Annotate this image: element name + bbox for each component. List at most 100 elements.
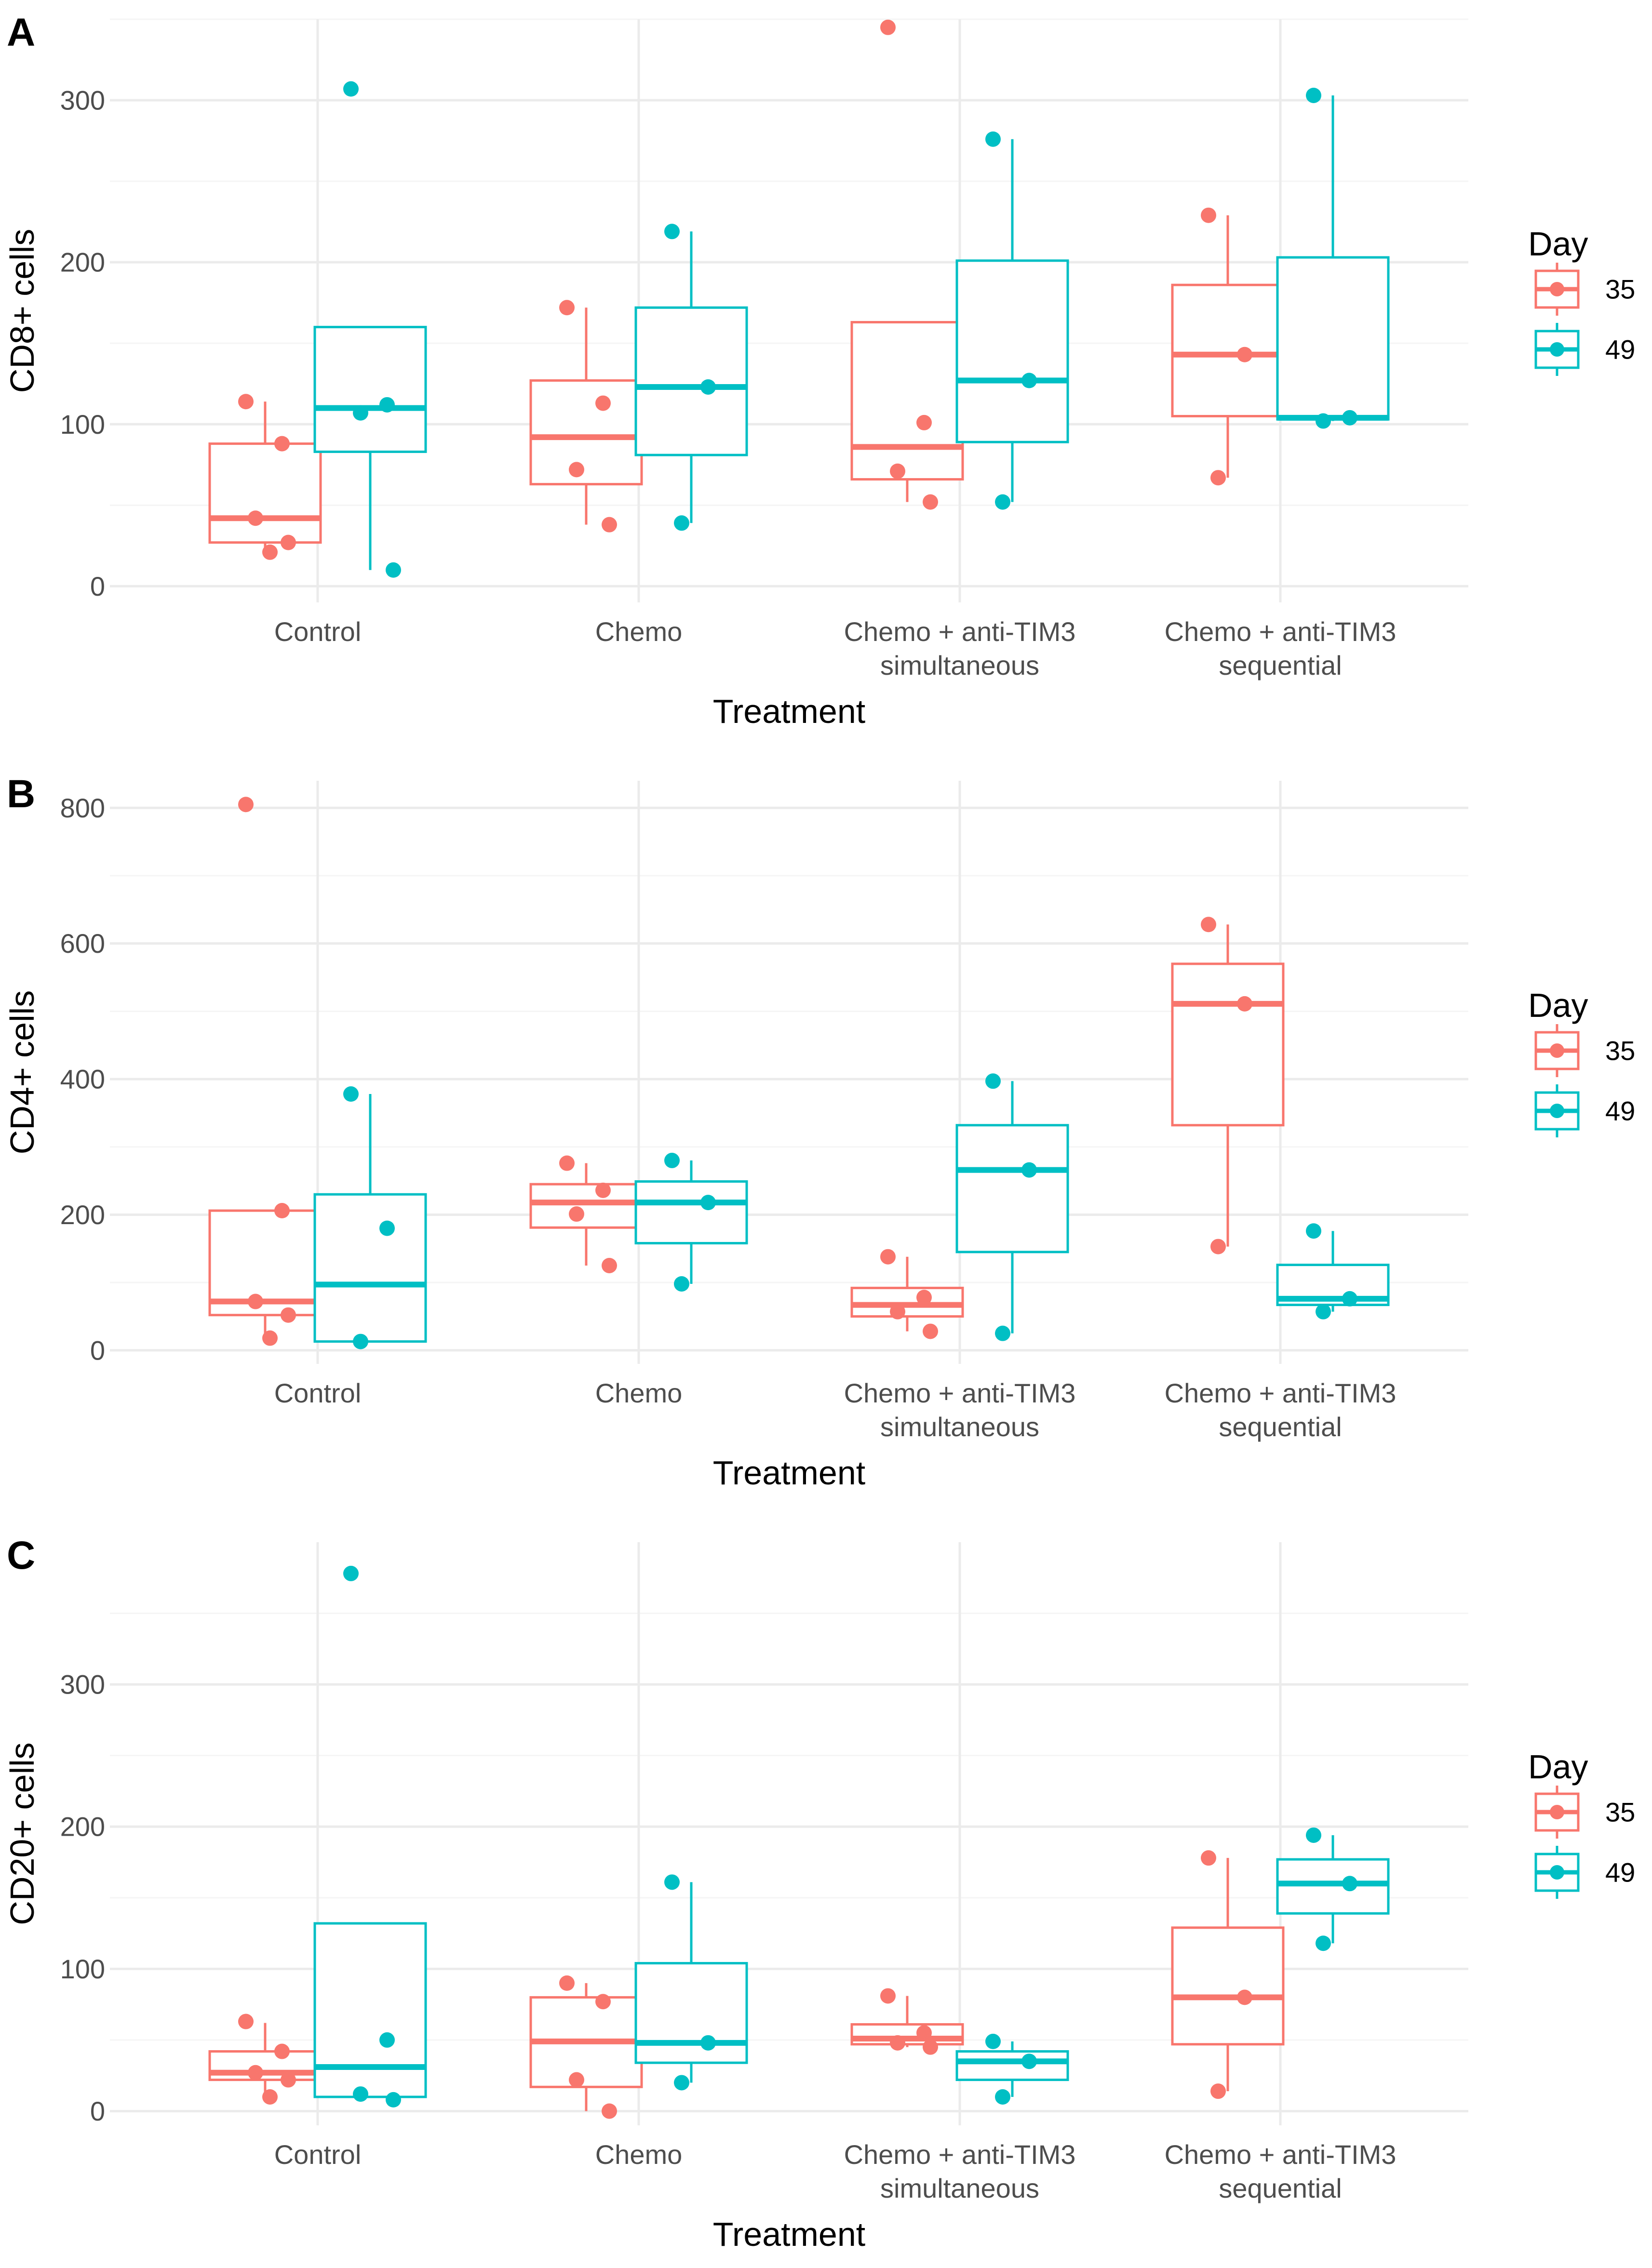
- box: [1171, 283, 1285, 417]
- data-point: [238, 797, 254, 813]
- data-point: [1306, 87, 1321, 103]
- box: [208, 1209, 322, 1317]
- data-point: [890, 463, 905, 479]
- data-point: [238, 2014, 254, 2029]
- x-tick-label: Chemo: [595, 2139, 683, 2170]
- x-tick-label: Control: [274, 2139, 362, 2170]
- data-point: [281, 1307, 296, 1323]
- data-point: [353, 405, 368, 421]
- y-tick-label: 300: [60, 1669, 105, 1700]
- data-point: [923, 2039, 938, 2055]
- box: [634, 306, 748, 456]
- data-point: [343, 1565, 359, 1581]
- data-point: [923, 494, 938, 510]
- x-tick-label: Chemo + anti-TIM3: [1165, 616, 1397, 647]
- boxplot: [634, 1874, 748, 2091]
- box: [850, 321, 964, 481]
- data-point: [379, 2032, 395, 2048]
- legend-key-point: [1550, 1805, 1564, 1819]
- y-tick-label: 200: [60, 1200, 105, 1230]
- data-point: [1237, 996, 1252, 1012]
- data-point: [890, 1304, 905, 1320]
- y-tick-label: 200: [60, 1812, 105, 1842]
- x-tick-labels: Control Chemo Chemo + anti-TIM3simultaneou…: [274, 2139, 1397, 2203]
- boxplot: [529, 1975, 643, 2119]
- box: [208, 442, 322, 544]
- legend-label: 49: [1605, 334, 1635, 365]
- data-point: [602, 1257, 617, 1273]
- boxplot: [313, 1086, 427, 1349]
- y-tick-label: 600: [60, 928, 105, 959]
- series-day-49: [313, 81, 1390, 578]
- y-axis-title: CD20+ cells: [3, 1742, 41, 1925]
- data-point: [1237, 347, 1252, 362]
- boxplot: [1171, 1850, 1285, 2099]
- legend-key-49: [1534, 1846, 1580, 1899]
- data-point: [559, 1975, 575, 1991]
- boxplot: [208, 394, 322, 560]
- boxplot: [850, 1988, 964, 2055]
- data-point: [1021, 1162, 1037, 1178]
- box: [313, 1922, 427, 2098]
- data-point: [923, 1323, 938, 1339]
- x-axis-title: Treatment: [713, 693, 865, 730]
- y-tick-label: 100: [60, 409, 105, 440]
- data-point: [664, 1874, 680, 1890]
- data-point: [1210, 1239, 1226, 1254]
- data-point: [995, 494, 1010, 510]
- y-tick-labels: 0 100 200 300: [60, 1669, 105, 2126]
- x-tick-label-line2: sequential: [1219, 650, 1342, 680]
- legend-label: 49: [1605, 1096, 1635, 1126]
- data-point: [238, 394, 254, 410]
- data-point: [274, 2043, 290, 2059]
- x-tick-labels: Control Chemo Chemo + anti-TIM3simultaneou…: [274, 1378, 1397, 1442]
- data-point: [985, 131, 1001, 147]
- panel-b: 0 200 400 600 800 Control Chemo Chemo + anti-TI…: [3, 772, 1635, 1492]
- box: [1171, 1926, 1285, 2046]
- legend-label: 35: [1605, 1036, 1635, 1066]
- boxplot: [1276, 87, 1390, 429]
- boxplot: [955, 131, 1069, 510]
- data-point: [1237, 1989, 1252, 2005]
- data-point: [674, 1276, 689, 1292]
- data-point: [916, 2025, 932, 2041]
- x-tick-label: Control: [274, 616, 362, 647]
- data-point: [1342, 1876, 1357, 1892]
- series-day-49: [313, 1565, 1390, 2108]
- x-tick-label: Chemo + anti-TIM3: [844, 616, 1076, 647]
- legend-key-49: [1534, 1084, 1580, 1137]
- y-axis-title: CD4+ cells: [3, 990, 41, 1154]
- data-point: [353, 2086, 368, 2102]
- data-point: [274, 436, 290, 452]
- y-tick-label: 200: [60, 247, 105, 278]
- legend-key-35: [1534, 263, 1580, 316]
- data-point: [274, 1203, 290, 1219]
- data-point: [674, 515, 689, 531]
- data-point: [595, 1182, 611, 1198]
- data-point: [995, 2089, 1010, 2105]
- x-tick-label: Chemo: [595, 616, 683, 647]
- y-tick-label: 0: [90, 571, 105, 601]
- legend-label: 35: [1605, 1797, 1635, 1828]
- x-tick-labels: Control Chemo Chemo + anti-TIM3simultaneou…: [274, 616, 1397, 680]
- data-point: [1021, 373, 1037, 388]
- legend-key-point: [1550, 1043, 1564, 1058]
- data-point: [880, 1249, 896, 1265]
- data-point: [1201, 1850, 1216, 1866]
- box: [955, 259, 1069, 443]
- boxplot: [955, 2033, 1069, 2105]
- data-point: [595, 395, 611, 411]
- data-point: [674, 2075, 689, 2091]
- legend-title: Day: [1528, 225, 1588, 263]
- x-tick-label-line2: sequential: [1219, 2173, 1342, 2203]
- series-day-35: [208, 1850, 1285, 2119]
- box: [529, 379, 643, 486]
- x-tick-label-line2: sequential: [1219, 1412, 1342, 1442]
- y-tick-label: 800: [60, 793, 105, 823]
- legend-key-point: [1550, 1865, 1564, 1880]
- data-point: [248, 2065, 263, 2081]
- legend-title: Day: [1528, 1748, 1588, 1786]
